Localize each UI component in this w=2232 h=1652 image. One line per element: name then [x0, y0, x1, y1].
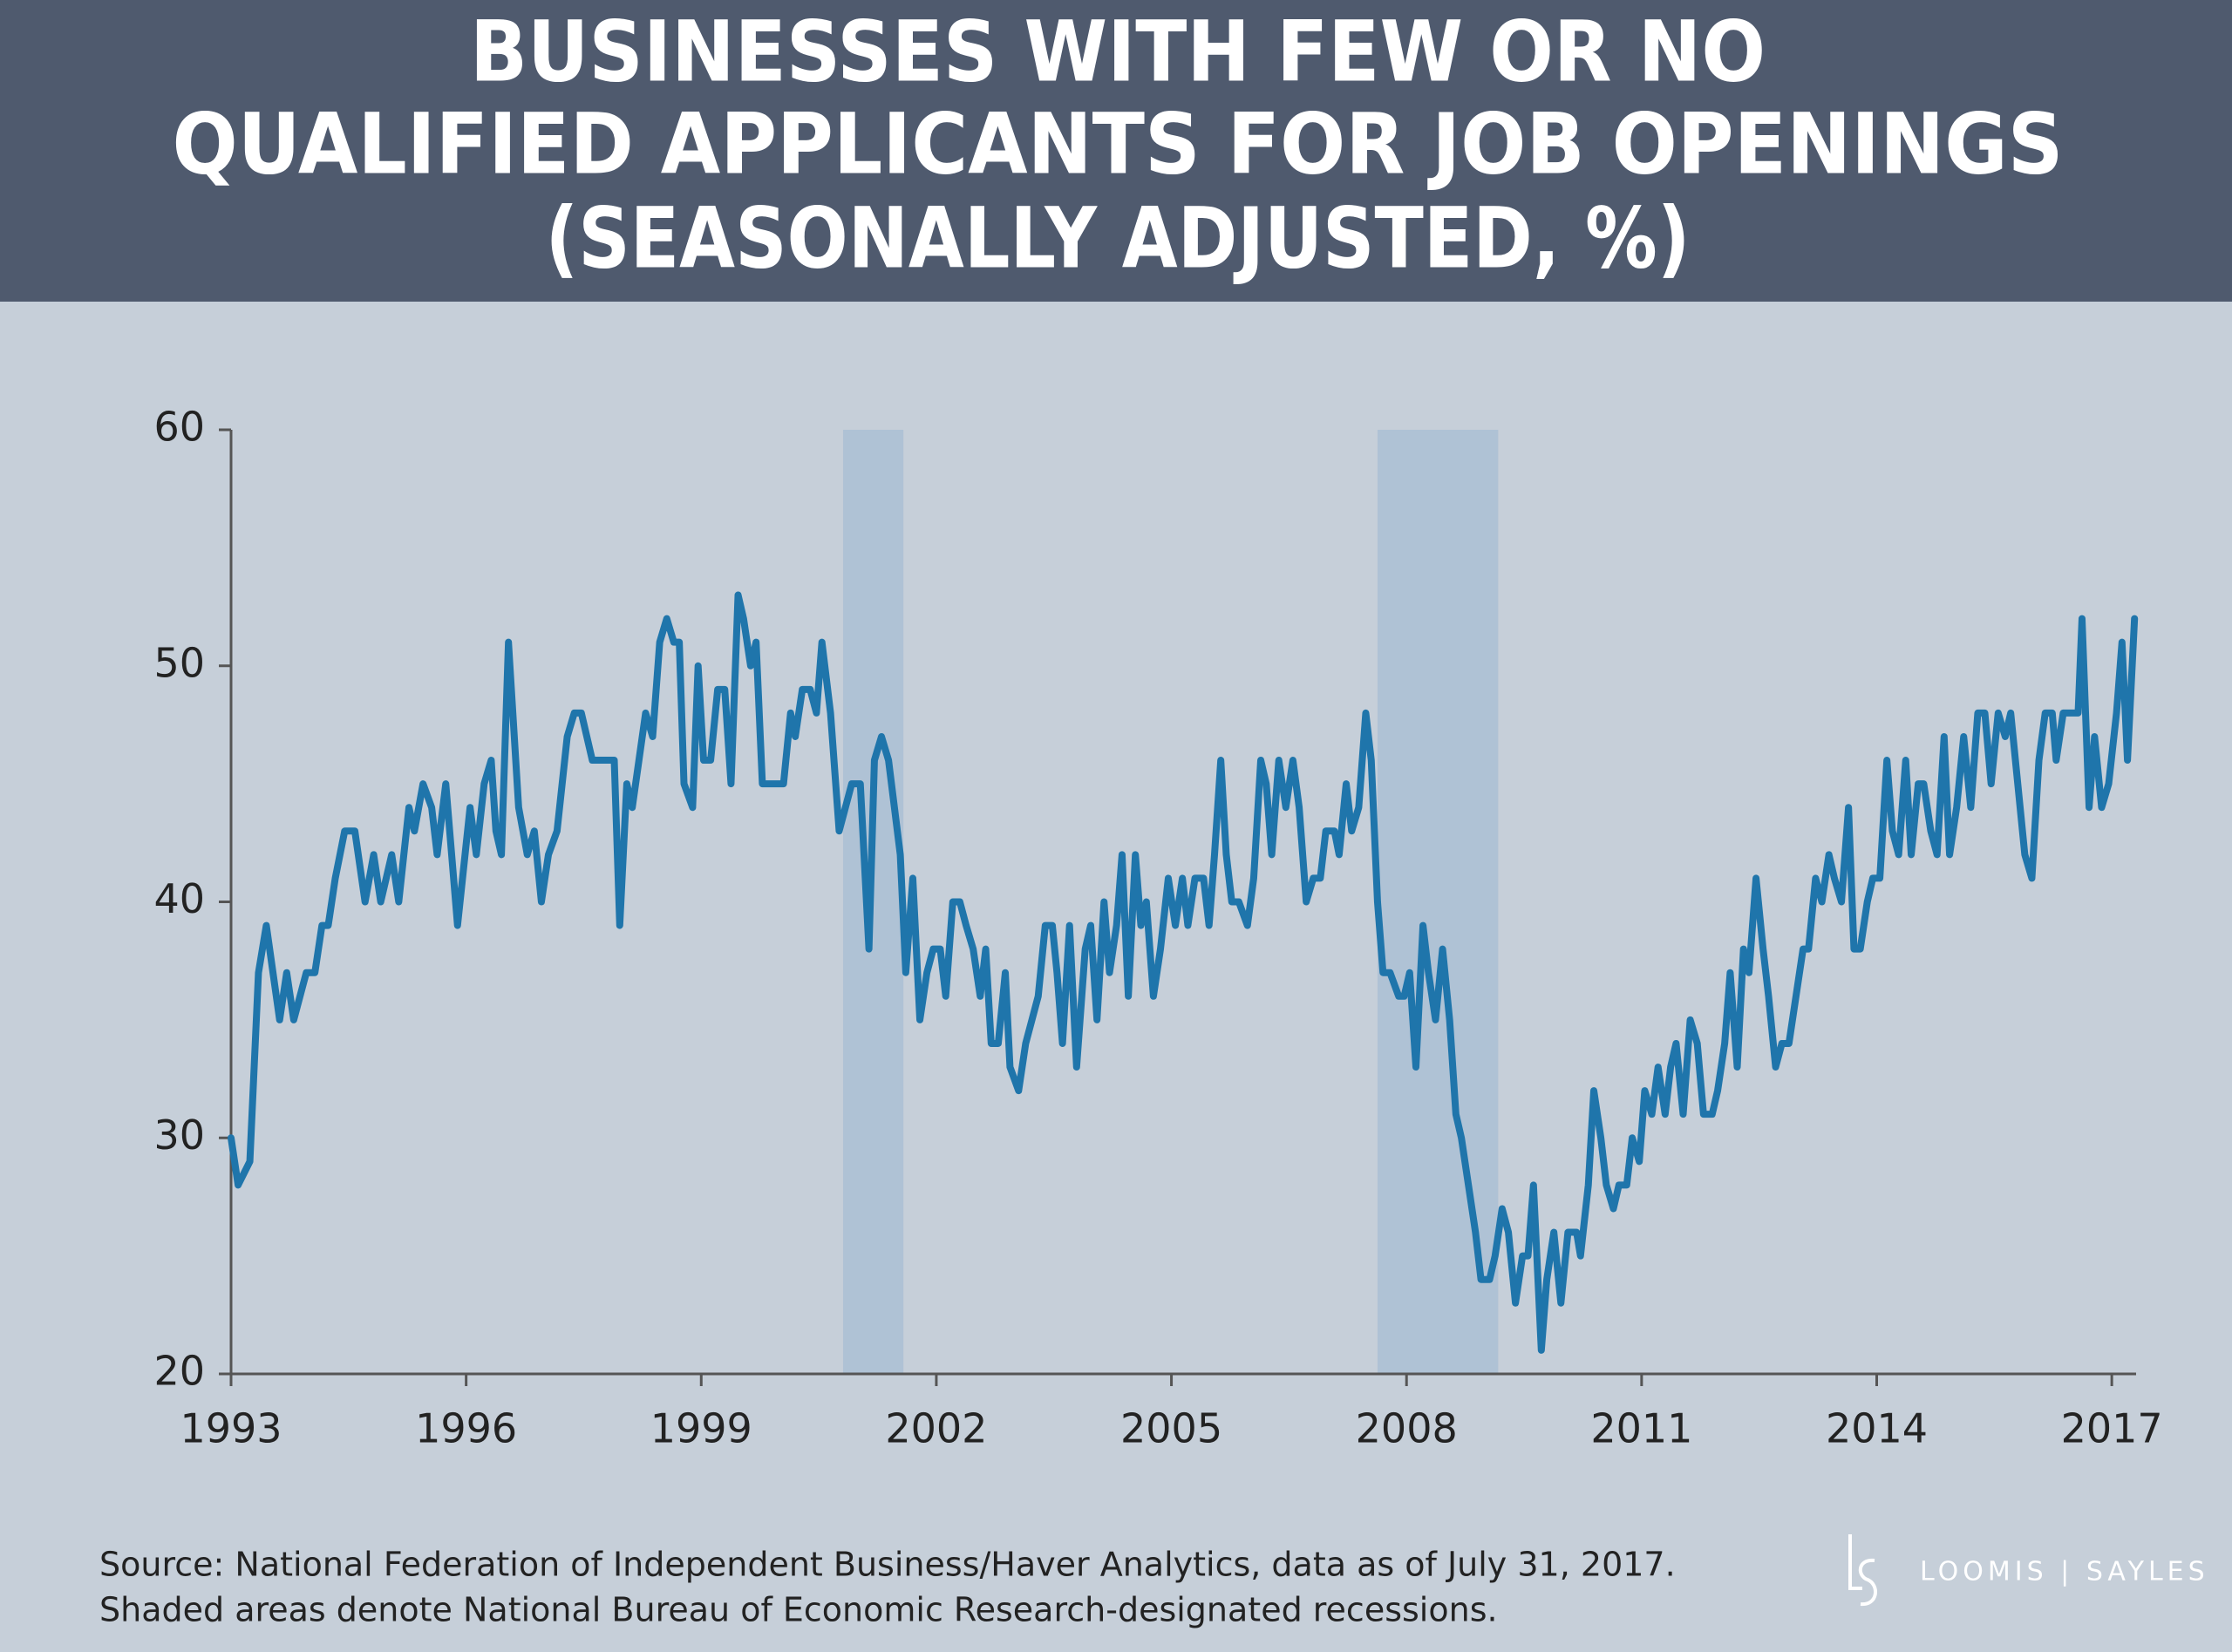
logo-mark [1858, 1558, 1877, 1607]
x-tick-label: 2011 [1590, 1405, 1692, 1452]
y-tick-label: 50 [153, 639, 205, 686]
recession-band [1377, 430, 1499, 1374]
chart-title: BUSINESSES WITH FEW OR NO [470, 3, 1766, 100]
logo-text: LOOMIS | SAYLES [1920, 1557, 2209, 1587]
y-tick-label: 20 [153, 1348, 205, 1395]
y-tick-label: 30 [153, 1112, 205, 1159]
data-line [228, 591, 2139, 1354]
header-band [0, 0, 2232, 302]
y-tick-label: 60 [153, 404, 205, 451]
x-tick-label: 1996 [415, 1405, 517, 1452]
x-tick-label: 1999 [650, 1405, 752, 1452]
x-tick-label: 2008 [1356, 1405, 1458, 1452]
x-tick-label: 2002 [885, 1405, 987, 1452]
logo: LOOMIS | SAYLES [1848, 1534, 2209, 1607]
logo-mark [1848, 1534, 1862, 1590]
x-tick-label: 2005 [1120, 1405, 1222, 1452]
x-tick-label: 2014 [1826, 1405, 1928, 1452]
x-tick-label: 1993 [180, 1405, 282, 1452]
source-note: Shaded areas denote National Bureau of E… [99, 1591, 1498, 1629]
chart-subtitle: (SEASONALLY ADJUSTED, %) [546, 189, 1691, 287]
x-tick-label: 2017 [2061, 1405, 2163, 1452]
y-tick-label: 40 [153, 875, 205, 922]
source-note: Source: National Federation of Independe… [99, 1546, 1676, 1584]
chart-title: QUALIFIED APPLICANTS FOR JOB OPENINGS [173, 95, 2064, 193]
